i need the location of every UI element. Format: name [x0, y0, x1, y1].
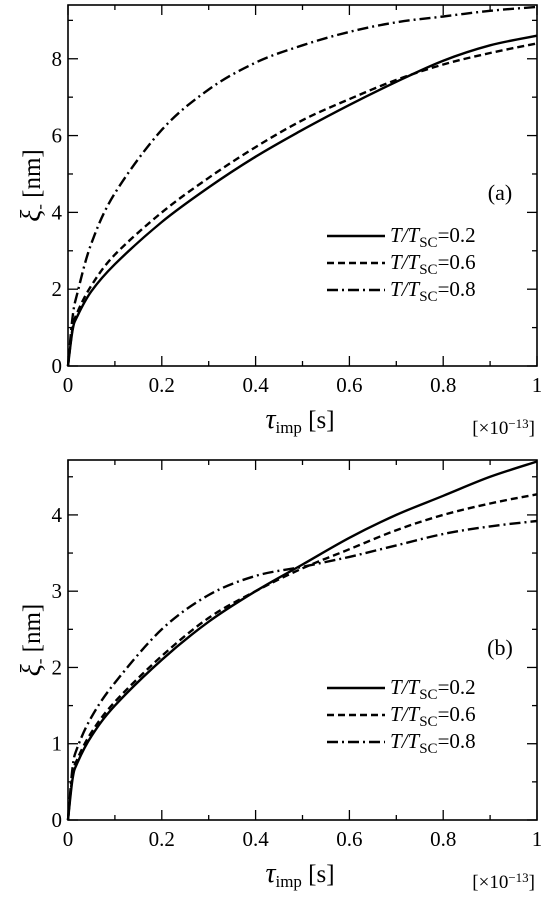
- y-tick-label: 8: [52, 47, 63, 71]
- y-tick-label: 4: [52, 503, 63, 527]
- y-axis-label: ξ- [nm]: [16, 149, 49, 222]
- y-tick-label: 1: [52, 732, 63, 756]
- y-axis-label: ξ- [nm]: [16, 604, 49, 677]
- panel-label: (b): [487, 635, 513, 660]
- series-line-dashdot: [66, 519, 538, 821]
- x-tick-label: 0: [63, 373, 74, 397]
- x-tick-label: 0.2: [149, 827, 175, 851]
- legend-entry: T/TSC=0.2: [390, 223, 476, 251]
- x-axis-label: τimp [s]: [265, 404, 334, 437]
- legend: T/TSC=0.2T/TSC=0.6T/TSC=0.8: [327, 223, 476, 305]
- y-tick-label: 0: [52, 354, 63, 378]
- panel-label: (a): [488, 180, 512, 205]
- legend-entry: T/TSC=0.8: [390, 277, 476, 305]
- legend: T/TSC=0.2T/TSC=0.6T/TSC=0.8: [327, 675, 476, 757]
- x-tick-label: 0.8: [430, 827, 456, 851]
- series-line-dashdot: [66, 5, 538, 367]
- x-multiplier-label: [×10−13]: [472, 416, 535, 440]
- x-tick-label: 1: [532, 373, 543, 397]
- x-tick-label: 0.4: [242, 373, 269, 397]
- series-line-solid: [66, 460, 538, 821]
- y-tick-label: 3: [52, 579, 63, 603]
- plot-frame: [67, 459, 538, 821]
- y-tick-label: 2: [52, 277, 63, 301]
- x-tick-label: 0.8: [430, 373, 456, 397]
- x-tick-label: 0.2: [149, 373, 175, 397]
- x-axis-label: τimp [s]: [265, 858, 334, 891]
- legend-entry: T/TSC=0.8: [390, 729, 476, 757]
- x-tick-label: 0.4: [242, 827, 269, 851]
- legend-entry: T/TSC=0.6: [390, 250, 476, 278]
- y-tick-label: 0: [52, 808, 63, 832]
- y-tick-label: 2: [52, 655, 63, 679]
- y-tick-label: 6: [52, 124, 63, 148]
- series-line-solid: [66, 34, 538, 367]
- legend-entry: T/TSC=0.6: [390, 702, 476, 730]
- chart-panel-1: 0 0.2 0.4 0.6 0.8 1 0 2 4 6 8 (a) T/TSC=0.2T/TSC=0.6…: [16, 4, 543, 440]
- x-tick-label: 0: [63, 827, 74, 851]
- x-tick-label: 0.6: [336, 827, 362, 851]
- x-tick-label: 0.6: [336, 373, 362, 397]
- y-tick-label: 4: [52, 200, 63, 224]
- series-line-dashed: [66, 42, 538, 367]
- legend-entry: T/TSC=0.2: [390, 675, 476, 703]
- chart-panel-2: 0 0.2 0.4 0.6 0.8 1 0 1 2 3 4 (b) T/TSC=0.2T/TSC=0.6…: [16, 459, 543, 894]
- x-multiplier-label: [×10−13]: [472, 870, 535, 894]
- series-line-dashed: [66, 493, 538, 821]
- x-tick-label: 1: [532, 827, 543, 851]
